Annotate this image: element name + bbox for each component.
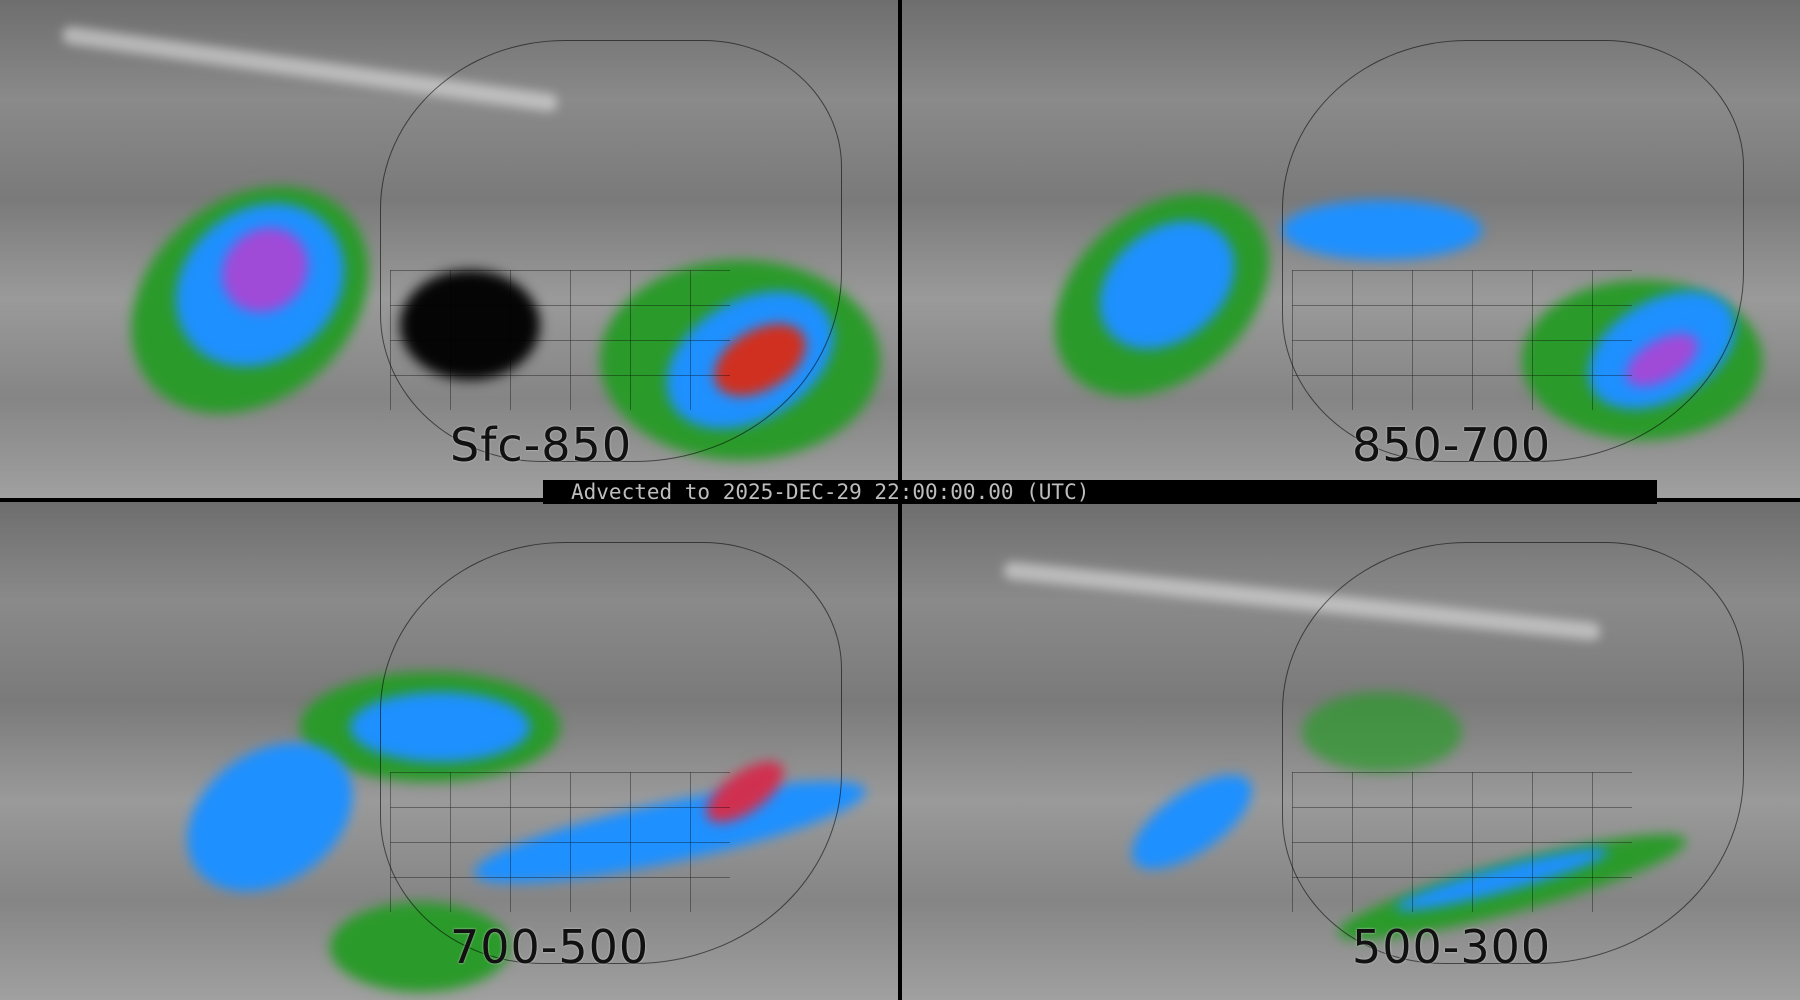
panel-label: 700-500	[450, 920, 650, 974]
moisture-band-blue	[1117, 757, 1267, 887]
coastline	[1282, 40, 1744, 462]
panel-label: 850-700	[1352, 418, 1552, 472]
panel-label: 500-300	[1352, 920, 1552, 974]
state-borders	[390, 270, 730, 410]
panel-700-500: 700-500	[0, 502, 898, 1000]
coastline	[380, 40, 842, 462]
panel-850-700: 850-700	[902, 0, 1800, 498]
state-borders	[1292, 270, 1632, 410]
state-borders	[1292, 772, 1632, 912]
state-borders	[390, 772, 730, 912]
timestamp-bar: Advected to 2025-DEC-29 22:00:00.00 (UTC…	[543, 480, 1657, 504]
panel-label: Sfc-850	[450, 418, 633, 472]
coastline	[380, 542, 842, 964]
panel-500-300: 500-300	[902, 502, 1800, 1000]
coastline	[1282, 542, 1744, 964]
panel-sfc-850: Sfc-850	[0, 0, 898, 498]
